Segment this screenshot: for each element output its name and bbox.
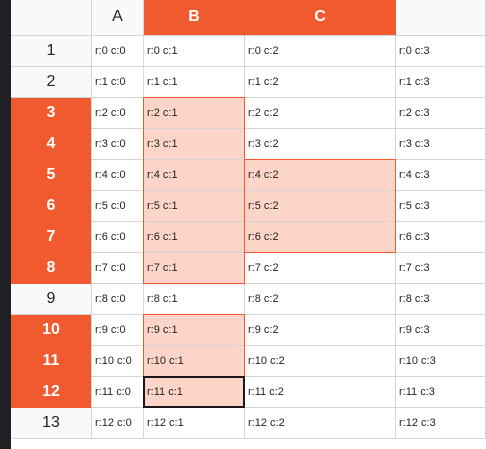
grid-cell[interactable]: r:4 c:3	[396, 160, 486, 191]
column-header-c[interactable]: C	[245, 0, 396, 36]
grid-cell[interactable]: r:9 c:1	[144, 315, 245, 346]
grid-cell[interactable]: r:5 c:2	[245, 191, 396, 222]
row-header-8[interactable]: 8	[11, 253, 92, 284]
grid-cell[interactable]: r:7 c:2	[245, 253, 396, 284]
grid-cell[interactable]: r:2 c:2	[245, 98, 396, 129]
column-header-a[interactable]: A	[92, 0, 144, 36]
row-header-13[interactable]: 13	[11, 408, 92, 439]
row-header-6[interactable]: 6	[11, 191, 92, 222]
grid-cell[interactable]: r:7 c:3	[396, 253, 486, 284]
grid-cell[interactable]: r:3 c:2	[245, 129, 396, 160]
grid-cell[interactable]: r:0 c:0	[92, 36, 144, 67]
grid-cell[interactable]: r:5 c:1	[144, 191, 245, 222]
grid-cell[interactable]: r:9 c:0	[92, 315, 144, 346]
grid-cell[interactable]: r:1 c:3	[396, 67, 486, 98]
grid-cell[interactable]: r:8 c:1	[144, 284, 245, 315]
grid-cell[interactable]: r:11 c:3	[396, 377, 486, 408]
row-header-3[interactable]: 3	[11, 98, 92, 129]
grid-cell[interactable]: r:2 c:3	[396, 98, 486, 129]
column-header-b[interactable]: B	[144, 0, 245, 36]
grid-cell[interactable]: r:10 c:1	[144, 346, 245, 377]
grid-cell[interactable]: r:12 c:2	[245, 408, 396, 439]
grid-cell[interactable]: r:4 c:0	[92, 160, 144, 191]
grid-cell[interactable]: r:0 c:1	[144, 36, 245, 67]
grid-cell[interactable]: r:3 c:0	[92, 129, 144, 160]
row-header-10[interactable]: 10	[11, 315, 92, 346]
grid-cell[interactable]: r:7 c:0	[92, 253, 144, 284]
grid-cell[interactable]: r:12 c:0	[92, 408, 144, 439]
row-header-12[interactable]: 12	[11, 377, 92, 408]
row-header-1[interactable]: 1	[11, 36, 92, 67]
grid-cell[interactable]: r:1 c:2	[245, 67, 396, 98]
grid-cell[interactable]: r:12 c:3	[396, 408, 486, 439]
window-left-edge	[0, 0, 11, 449]
grid-cell[interactable]: r:10 c:2	[245, 346, 396, 377]
grid-cell[interactable]: r:3 c:3	[396, 129, 486, 160]
grid-cell[interactable]: r:6 c:0	[92, 222, 144, 253]
grid-cell[interactable]: r:6 c:2	[245, 222, 396, 253]
grid-cell[interactable]: r:9 c:3	[396, 315, 486, 346]
grid-cell[interactable]: r:10 c:0	[92, 346, 144, 377]
grid-cell[interactable]: r:1 c:1	[144, 67, 245, 98]
row-header-5[interactable]: 5	[11, 160, 92, 191]
grid-cell[interactable]: r:6 c:1	[144, 222, 245, 253]
grid-cell[interactable]: r:6 c:3	[396, 222, 486, 253]
grid-cell[interactable]: r:8 c:3	[396, 284, 486, 315]
grid-cell[interactable]: r:11 c:2	[245, 377, 396, 408]
grid-cell[interactable]: r:4 c:1	[144, 160, 245, 191]
select-all-corner[interactable]	[11, 0, 92, 36]
row-header-11[interactable]: 11	[11, 346, 92, 377]
grid-cell[interactable]: r:2 c:0	[92, 98, 144, 129]
grid-cell[interactable]: r:5 c:0	[92, 191, 144, 222]
grid-cell[interactable]: r:9 c:2	[245, 315, 396, 346]
grid-cell[interactable]: r:11 c:1	[144, 377, 245, 408]
row-header-2[interactable]: 2	[11, 67, 92, 98]
row-header-9[interactable]: 9	[11, 284, 92, 315]
grid-cell[interactable]: r:12 c:1	[144, 408, 245, 439]
grid-cell[interactable]: r:3 c:1	[144, 129, 245, 160]
grid-cell[interactable]: r:2 c:1	[144, 98, 245, 129]
grid-cell[interactable]: r:8 c:2	[245, 284, 396, 315]
grid-cell[interactable]: r:10 c:3	[396, 346, 486, 377]
grid-cell[interactable]: r:7 c:1	[144, 253, 245, 284]
column-header-empty[interactable]	[396, 0, 486, 36]
row-header-7[interactable]: 7	[11, 222, 92, 253]
grid-cell[interactable]: r:0 c:2	[245, 36, 396, 67]
grid-cell[interactable]: r:1 c:0	[92, 67, 144, 98]
grid-cell[interactable]: r:11 c:0	[92, 377, 144, 408]
spreadsheet-grid[interactable]: A B C 1 r:0 c:0 r:0 c:1 r:0 c:2 r:0 c:3 2 r:1 c:0…	[11, 0, 486, 449]
grid-cell[interactable]: r:8 c:0	[92, 284, 144, 315]
row-header-4[interactable]: 4	[11, 129, 92, 160]
grid-cell[interactable]: r:0 c:3	[396, 36, 486, 67]
grid-cell[interactable]: r:5 c:3	[396, 191, 486, 222]
grid-cell[interactable]: r:4 c:2	[245, 160, 396, 191]
